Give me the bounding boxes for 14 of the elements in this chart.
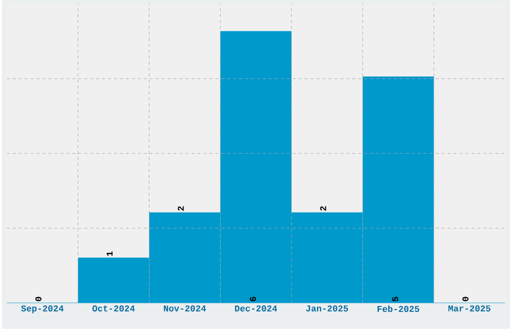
x-tick-label: Mar-2025 xyxy=(448,306,490,312)
data-label: 0 xyxy=(35,296,42,302)
data-label: 1 xyxy=(106,252,113,256)
data-label: 6 xyxy=(250,296,256,302)
data-label: 2 xyxy=(178,206,184,211)
x-tick-label: Oct-2024 xyxy=(92,306,135,312)
x-tick-label: Nov-2024 xyxy=(164,306,206,312)
data-label: 2 xyxy=(320,206,326,211)
data-label: 5 xyxy=(392,296,398,302)
x-tick-label: Dec-2024 xyxy=(235,306,278,312)
data-label: 0 xyxy=(462,296,468,302)
x-tick-label: Sep-2024 xyxy=(21,306,64,314)
x-tick-label: Feb-2025 xyxy=(378,306,420,312)
x-tick-label: Jan-2025 xyxy=(306,306,348,312)
